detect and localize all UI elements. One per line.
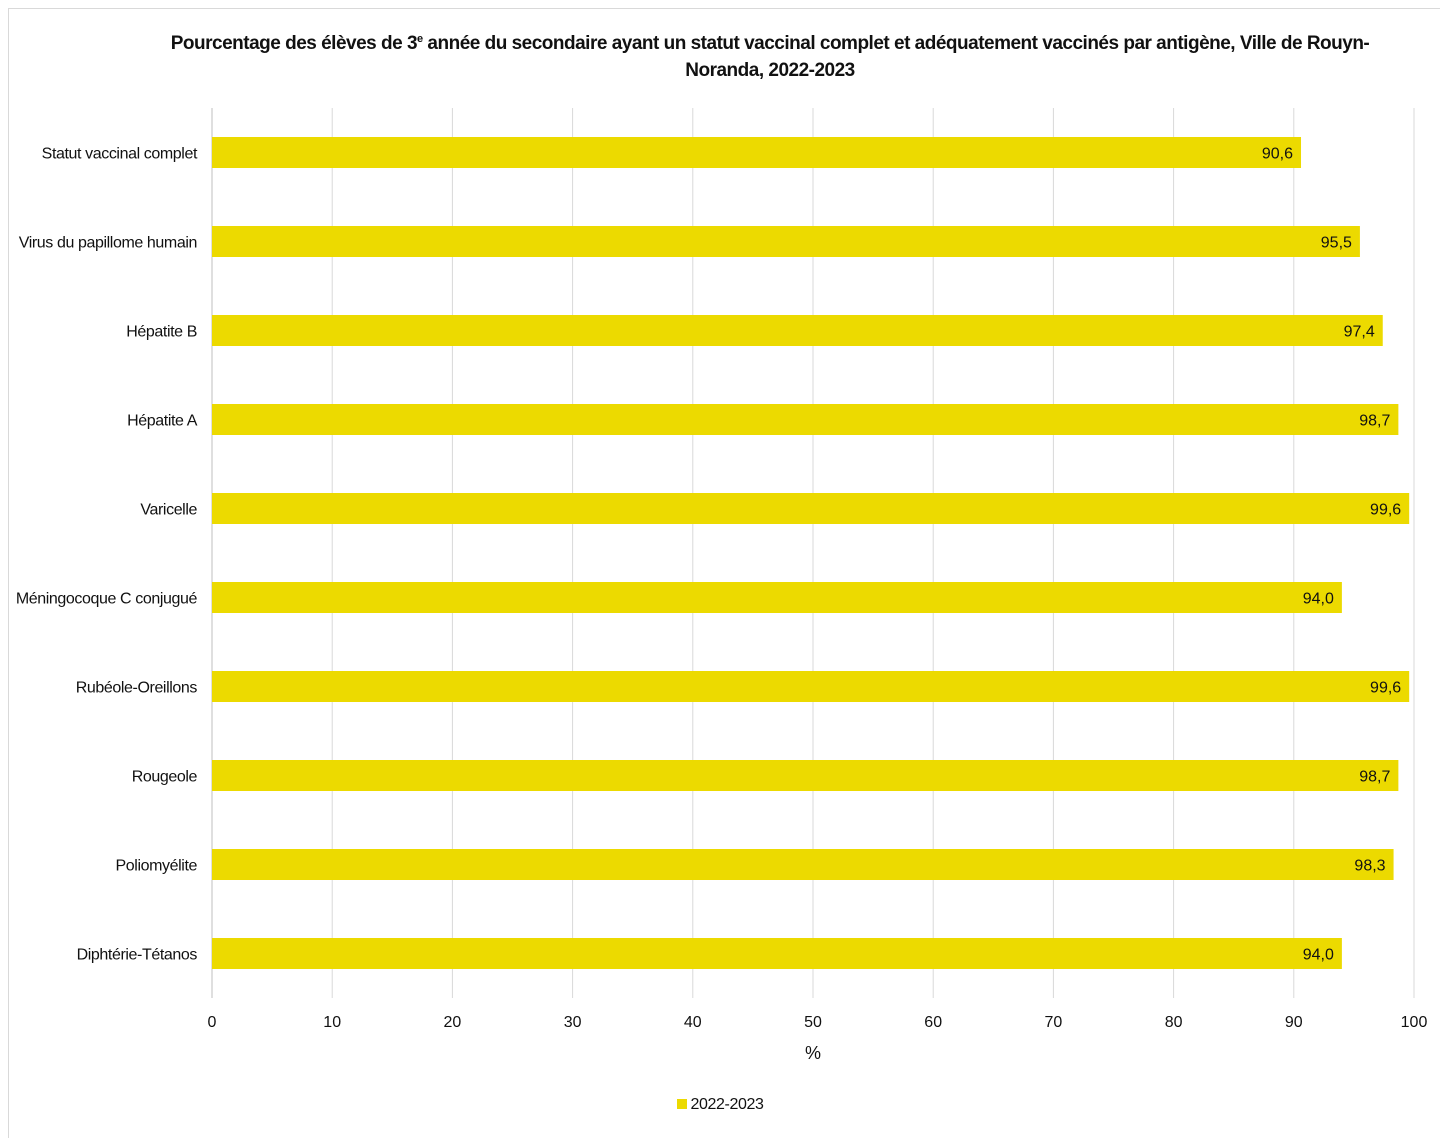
x-tick-label: 10	[323, 1014, 341, 1031]
bar	[212, 493, 1410, 524]
x-tick-label: 60	[924, 1014, 942, 1031]
bar	[212, 671, 1410, 702]
bar	[212, 226, 1360, 257]
category-label: Varicelle	[140, 502, 197, 519]
category-label: Statut vaccinal complet	[42, 146, 198, 163]
chart-frame	[8, 8, 1440, 1138]
x-tick-label: 100	[1401, 1014, 1428, 1031]
bar	[212, 137, 1302, 168]
bar	[212, 849, 1394, 880]
legend-label: 2022-2023	[690, 1096, 764, 1113]
x-tick-label: 30	[564, 1014, 582, 1031]
bar-value-label: 98,7	[1359, 769, 1390, 786]
chart-title-start: Pourcentage des élèves de 3	[170, 33, 418, 54]
bar	[212, 760, 1399, 791]
bars	[212, 137, 1410, 969]
x-tick-label: 20	[444, 1014, 462, 1031]
category-label: Rubéole-Oreillons	[76, 680, 198, 697]
x-tick-label: 40	[684, 1014, 702, 1031]
x-tick-labels: 0 10 20 30 40 50 60 70 80 90 100	[208, 1014, 1428, 1031]
legend-swatch	[676, 1099, 687, 1109]
bar-value-label: 99,6	[1370, 680, 1401, 697]
category-label: Méningocoque C conjugué	[16, 591, 198, 608]
category-label: Virus du papillome humain	[19, 235, 197, 252]
category-label: Hépatite B	[126, 324, 197, 341]
category-label: Poliomyélite	[116, 858, 198, 875]
x-axis-title: %	[805, 1043, 821, 1063]
x-tick-label: 80	[1165, 1014, 1183, 1031]
category-label: Rougeole	[132, 769, 198, 786]
chart-title-superscript: e	[417, 33, 423, 45]
bar-chart: 90,6 95,5 97,4 98,7 99,6 94,0 99,6 98,7 98,3 94,0…	[16, 108, 1428, 1063]
bar-value-label: 94,0	[1303, 947, 1334, 964]
x-tick-label: 50	[804, 1014, 822, 1031]
category-label: Hépatite A	[127, 413, 198, 430]
category-label: Diphtérie-Tétanos	[77, 947, 198, 964]
bar-value-label: 98,3	[1354, 858, 1385, 875]
bar-value-label: 97,4	[1344, 324, 1375, 341]
bar	[212, 404, 1399, 435]
legend: 2022-2023	[0, 1096, 1440, 1114]
bar-value-label: 95,5	[1321, 235, 1352, 252]
bar	[212, 315, 1383, 346]
bar	[212, 582, 1342, 613]
chart-title-end: année du secondaire ayant un statut vacc…	[422, 33, 1370, 81]
category-labels: Statut vaccinal complet Virus du papillom…	[16, 146, 199, 964]
x-tick-label: 90	[1285, 1014, 1303, 1031]
bar-value-label: 90,6	[1262, 146, 1293, 163]
bar-value-label: 94,0	[1303, 591, 1334, 608]
bar-value-label: 98,7	[1359, 413, 1390, 430]
chart-title: Pourcentage des élèves de 3e année du se…	[150, 30, 1390, 84]
x-tick-label: 0	[208, 1014, 217, 1031]
bar-value-label: 99,6	[1370, 502, 1401, 519]
data-labels: 90,6 95,5 97,4 98,7 99,6 94,0 99,6 98,7 98,3 94,0	[1262, 146, 1401, 964]
x-tick-label: 70	[1045, 1014, 1063, 1031]
bar	[212, 938, 1342, 969]
